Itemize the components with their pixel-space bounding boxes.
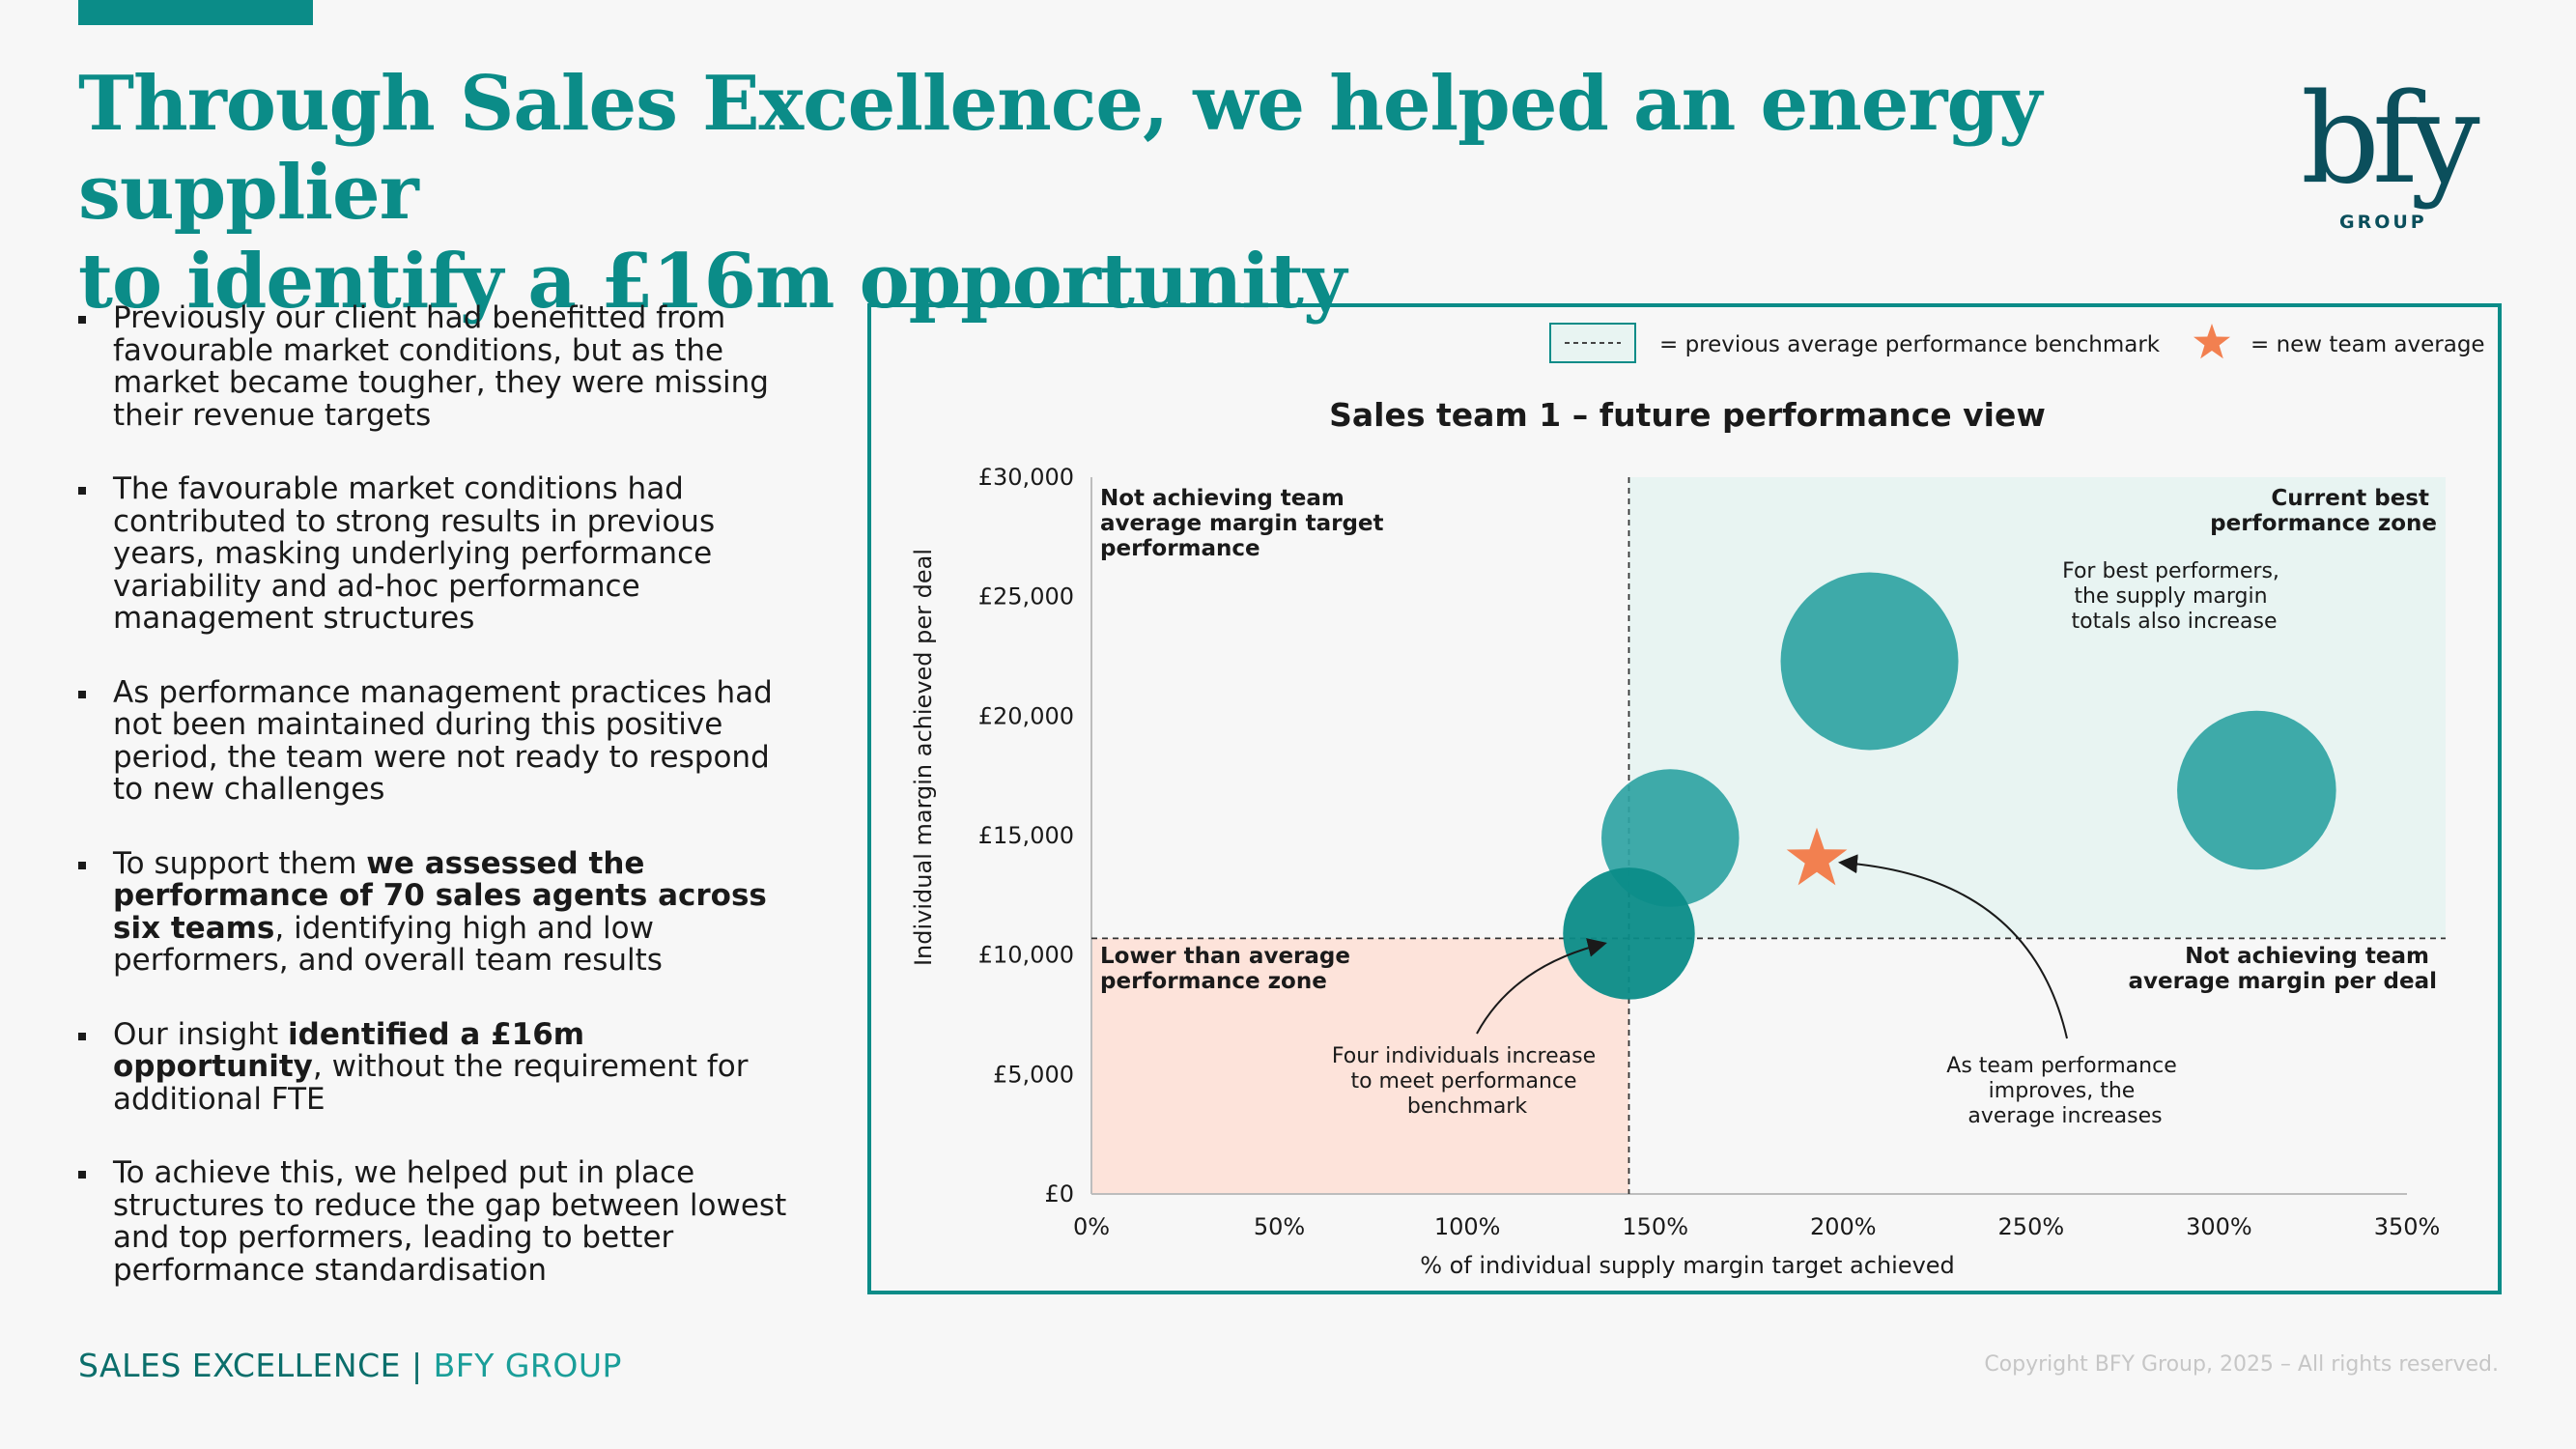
bullet-item: The favourable market conditions had con… — [78, 472, 793, 636]
x-axis-title: % of individual supply margin target ach… — [1420, 1252, 1955, 1279]
y-axis-title: Individual margin achieved per deal — [910, 549, 937, 966]
bullet-item: To achieve this, we helped put in place … — [78, 1156, 793, 1287]
legend-benchmark-label: = previous average performance benchmark — [1659, 332, 2161, 357]
bullet-item: To support them we assessed the performa… — [78, 847, 793, 978]
y-tick-label: £30,000 — [978, 464, 1074, 491]
accent-bar — [78, 0, 313, 25]
copyright-text: Copyright BFY Group, 2025 – All rights r… — [1984, 1352, 2499, 1377]
title-line-2: to identify a £16m opportunity — [78, 238, 1346, 326]
logo-mark: bfy — [2301, 68, 2479, 212]
best-performance-zone — [1628, 477, 2446, 939]
bullet-item: As performance management practices had … — [78, 676, 793, 807]
footer-section-label: SALES EXCELLENCE | BFY GROUP — [78, 1347, 622, 1384]
performer-bubble — [1780, 572, 1959, 751]
x-tick-label: 200% — [1810, 1213, 1877, 1240]
title-line-1: Through Sales Excellence, we helped an e… — [78, 60, 2042, 237]
x-tick-label: 300% — [2186, 1213, 2252, 1240]
x-tick-label: 250% — [1998, 1213, 2065, 1240]
performer-bubble — [1563, 867, 1695, 1000]
annotation-four-individuals: Four individuals increase to meet perfor… — [1332, 1044, 1602, 1119]
x-tick-label: 100% — [1434, 1213, 1501, 1240]
performer-bubbles — [1563, 572, 2336, 1000]
bullet-item: Previously our client had benefitted fro… — [78, 301, 793, 432]
x-tick-label: 150% — [1622, 1213, 1688, 1240]
x-tick-label: 0% — [1073, 1213, 1110, 1240]
y-tick-label: £15,000 — [978, 822, 1074, 849]
y-tick-labels: £0 £5,000 £10,000 £15,000 £20,000 £25,000 £30,… — [978, 464, 1074, 1208]
x-tick-label: 350% — [2374, 1213, 2441, 1240]
zone-label-top-left: Not achieving team average margin target… — [1100, 486, 1392, 561]
team-average-star — [1786, 827, 1848, 886]
zone-label-bottom-left: Lower than average performance zone — [1100, 944, 1358, 994]
bubble-chart: = previous average performance benchmark… — [910, 323, 2485, 1279]
below-average-zone — [1091, 938, 1629, 1194]
bullet-item: Our insight identified a £16m opportunit… — [78, 1018, 793, 1117]
zone-label-bottom-right: Not achieving team average margin per de… — [2129, 944, 2437, 994]
summary-bullets: Previously our client had benefitted fro… — [78, 301, 793, 1328]
arrow-four-individuals — [1476, 938, 1607, 1035]
annotation-team-performance: As team performance improves, the averag… — [1946, 1054, 2183, 1128]
y-tick-label: £5,000 — [993, 1061, 1074, 1088]
performer-bubble — [2177, 710, 2336, 870]
bfy-group-logo: bfy GROUP — [2301, 68, 2487, 233]
chart-panel: = previous average performance benchmark… — [867, 303, 2502, 1294]
annotation-best-performers: For best performers, the supply margin t… — [2062, 559, 2286, 634]
page-title: Through Sales Excellence, we helped an e… — [78, 60, 2300, 327]
legend-star-icon — [2194, 324, 2230, 359]
arrow-team-average — [1838, 854, 2068, 1039]
y-tick-label: £0 — [1044, 1180, 1074, 1208]
x-tick-label: 50% — [1254, 1213, 1305, 1240]
legend-star-label: = new team average — [2250, 332, 2485, 357]
y-tick-label: £25,000 — [978, 583, 1074, 611]
chart-title: Sales team 1 – future performance view — [1329, 396, 2046, 434]
logo-sub: GROUP — [2339, 212, 2427, 233]
y-tick-label: £10,000 — [978, 942, 1074, 969]
x-tick-labels: 0% 50% 100% 150% 200% 250% 300% 350% — [1073, 1213, 2440, 1240]
zone-label-top-right: Current best performance zone — [2210, 486, 2437, 536]
y-tick-label: £20,000 — [978, 702, 1074, 729]
